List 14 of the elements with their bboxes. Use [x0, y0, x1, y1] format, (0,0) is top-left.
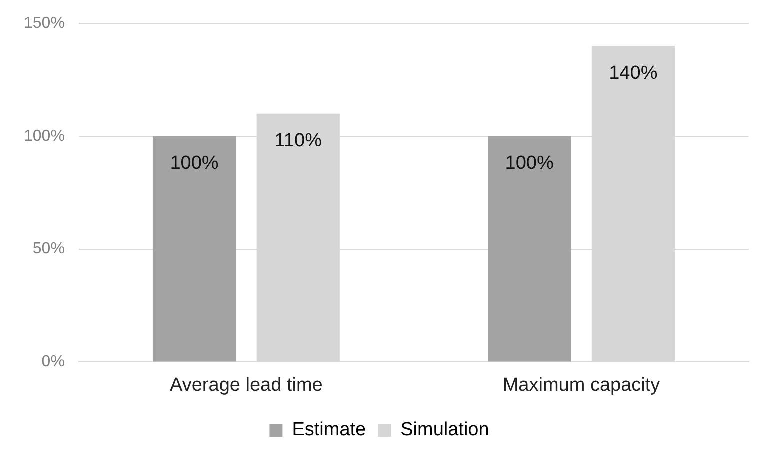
bar: [152, 136, 236, 362]
data-label: 100%: [505, 153, 554, 174]
x-tick-label: Average lead time: [170, 374, 323, 396]
data-label: 140%: [609, 62, 658, 84]
y-tick-label: 50%: [32, 240, 65, 258]
y-tick-label: 150%: [24, 15, 65, 32]
y-tick-label: 0%: [42, 354, 65, 371]
data-label: 110%: [274, 130, 322, 152]
legend-label: Estimate: [292, 420, 366, 441]
legend-label: Simulation: [400, 420, 490, 441]
data-label: 100%: [170, 153, 219, 174]
y-tick-label: 100%: [24, 128, 65, 145]
x-tick-label: Maximum capacity: [502, 374, 661, 396]
bar: [488, 136, 572, 362]
